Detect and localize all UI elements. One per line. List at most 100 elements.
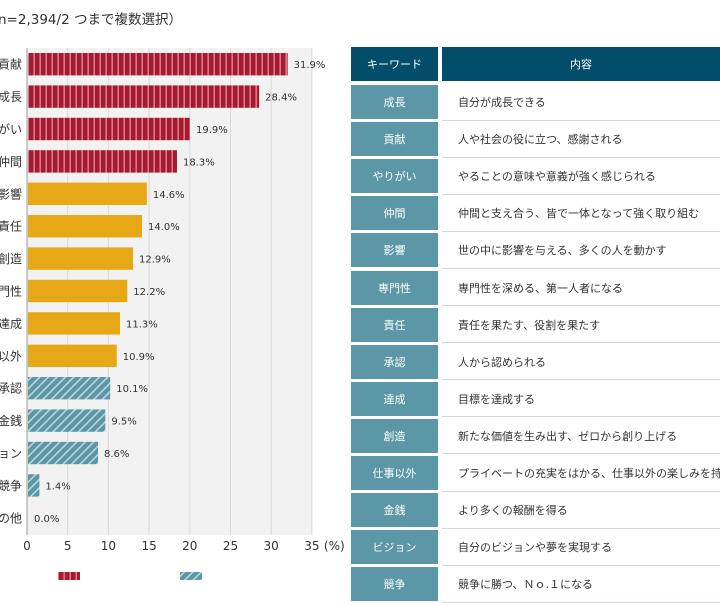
x-unit-label: (%)	[324, 539, 345, 553]
table-row: 金銭 より多くの報酬を得る	[351, 493, 720, 528]
bar-11	[28, 377, 111, 400]
keyword-cell: 影響	[351, 233, 438, 268]
keyword-cell: 承認	[351, 344, 438, 379]
x-tick-label-5: 5	[64, 539, 72, 553]
keyword-cell: 責任	[351, 307, 438, 342]
x-tick-label-30: 30	[264, 539, 279, 553]
value-label-7: 12.9%	[139, 255, 171, 266]
content-cell: 新たな価値を生み出す、ゼロから創り上げる	[442, 418, 720, 453]
content-cell: 競争に勝つ、Ｎｏ.１になる	[442, 567, 720, 602]
value-label-4: 18.3%	[183, 157, 215, 168]
content-cell: 専門性を深める、第一人者になる	[442, 270, 720, 305]
bar-7	[28, 247, 134, 270]
keyword-cell: 競争	[351, 567, 438, 602]
category-label-10: 以外	[0, 349, 22, 363]
row-divider	[442, 416, 720, 418]
bar-4	[28, 150, 177, 173]
category-label-7: 創造	[0, 252, 22, 266]
x-tick-label-35: 35	[304, 539, 319, 553]
content-cell: 目標を達成する	[442, 381, 720, 416]
value-label-9: 11.3%	[126, 319, 158, 330]
keyword-cell: 仲間	[351, 196, 438, 231]
row-divider	[442, 453, 720, 455]
table-row: やりがい やることの意味や意義が強く感じられる	[351, 159, 720, 194]
category-label-13: ョン	[0, 447, 22, 461]
value-label-12: 9.5%	[111, 417, 136, 428]
legend-swatch-extrinsic	[180, 572, 202, 580]
row-divider	[442, 267, 720, 269]
content-cell: 仲間と支え合う、皆で一体となって強く取り組む	[442, 196, 720, 231]
keyword-cell: 貢献	[351, 122, 438, 157]
row-divider	[442, 119, 720, 121]
category-label-11: 承認	[0, 381, 22, 396]
keyword-cell: 成長	[351, 85, 438, 119]
value-label-1: 31.9%	[294, 60, 326, 71]
row-divider	[442, 379, 720, 381]
table-row: 専門性 専門性を深める、第一人者になる	[351, 270, 720, 305]
row-divider	[442, 342, 720, 344]
value-label-11: 10.1%	[116, 384, 148, 395]
table-row: 影響 世の中に影響を与える、多くの人を動かす	[351, 233, 720, 268]
category-label-9: 達成	[0, 317, 22, 331]
bar-3	[28, 117, 190, 141]
row-divider	[442, 156, 720, 158]
row-divider	[442, 564, 720, 566]
keyword-cell: ビジョン	[351, 530, 438, 565]
bar-14	[28, 474, 40, 497]
x-tick-label-15: 15	[141, 539, 156, 553]
bar-12	[28, 409, 106, 432]
bar-9	[28, 312, 120, 335]
x-tick-label-10: 10	[101, 539, 116, 553]
category-label-12: 金銭	[0, 413, 22, 428]
category-label-8: 門性	[0, 285, 22, 299]
bar-5	[28, 182, 147, 205]
table-row: 承認 人から認められる	[351, 344, 720, 379]
row-divider	[442, 230, 720, 232]
table-row: 仕事以外 プライベートの充実をはかる、仕事以外の楽しみを持	[351, 456, 720, 490]
category-label-15: の他	[0, 511, 22, 525]
content-cell: やることの意味や意義が強く感じられる	[442, 159, 720, 194]
keyword-cell: 専門性	[351, 270, 438, 305]
value-label-15: 0.0%	[34, 514, 59, 525]
table-row: 競争 競争に勝つ、Ｎｏ.１になる	[351, 567, 720, 602]
content-cell: プライベートの充実をはかる、仕事以外の楽しみを持	[442, 456, 720, 490]
row-divider	[442, 305, 720, 306]
bar-chart: 31.9% 28.4% 19.9% 18.3% 14.6% 14.0% 12.9% 12.2%…	[0, 48, 345, 580]
value-label-14: 1.4%	[45, 481, 70, 492]
value-label-5: 14.6%	[153, 190, 185, 201]
bar-10	[28, 344, 117, 367]
keyword-cell: やりがい	[351, 159, 438, 194]
table-row: 成長 自分が成長できる	[351, 85, 720, 119]
table-row: 達成 目標を達成する	[351, 381, 720, 416]
table-row: ビジョン 自分のビジョンや夢を実現する	[351, 530, 720, 565]
content-cell: 自分のビジョンや夢を実現する	[442, 530, 720, 565]
table-header-row: キーワード 内容	[351, 47, 720, 81]
table-row: 責任 責任を果たす、役割を果たす	[351, 307, 720, 342]
value-label-3: 19.9%	[196, 125, 228, 136]
content-cell: 人から認められる	[442, 344, 720, 379]
category-label-6: 責任	[0, 220, 22, 234]
content-cell: 責任を果たす、役割を果たす	[442, 307, 720, 342]
content-cell: より多くの報酬を得る	[442, 493, 720, 528]
bar-13	[28, 441, 99, 465]
row-divider	[442, 490, 720, 492]
value-label-6: 14.0%	[148, 222, 180, 233]
bar-2	[28, 85, 260, 108]
value-label-10: 10.9%	[123, 352, 155, 363]
content-cell: 人や社会の役に立つ、感謝される	[442, 122, 720, 157]
category-label-14: 競争	[0, 478, 22, 493]
category-label-1: 貢献	[0, 57, 22, 72]
keyword-cell: 仕事以外	[351, 456, 438, 490]
x-tick-label-0: 0	[23, 539, 31, 553]
chart-subtitle: n=2,394/2 つまで複数選択）	[0, 12, 182, 28]
keyword-cell: 達成	[351, 381, 438, 416]
x-tick-label-20: 20	[182, 539, 197, 553]
x-tick-label-25: 25	[223, 539, 238, 553]
content-cell: 自分が成長できる	[442, 85, 720, 119]
value-label-13: 8.6%	[104, 449, 129, 460]
bar-1	[28, 53, 288, 76]
category-label-4: 仲間	[0, 155, 22, 169]
value-label-8: 12.2%	[133, 287, 165, 298]
bar-6	[28, 215, 142, 238]
table-row: 創造 新たな価値を生み出す、ゼロから創り上げる	[351, 418, 720, 453]
